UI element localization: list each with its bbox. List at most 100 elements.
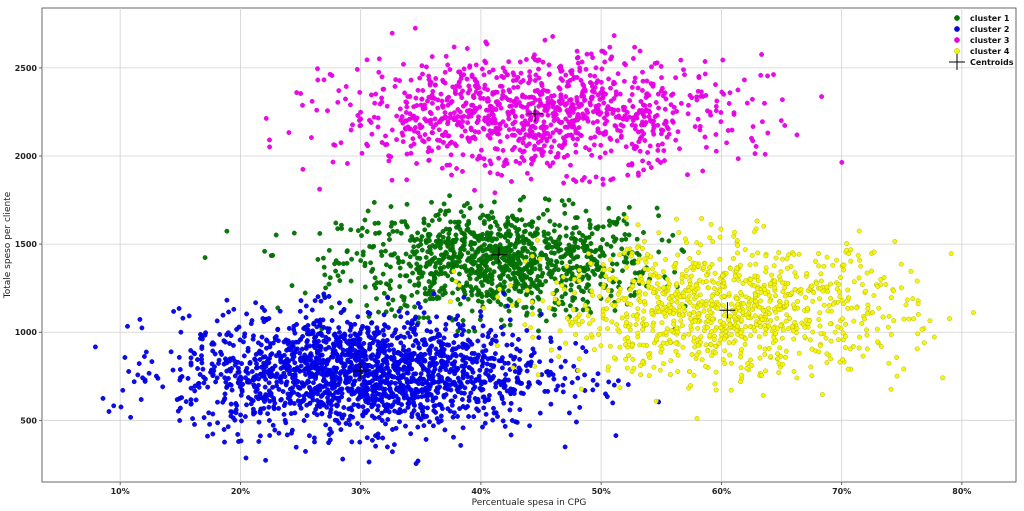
data-point (588, 51, 594, 57)
data-point (392, 408, 398, 414)
data-point (688, 383, 694, 389)
data-point (433, 76, 439, 81)
data-point (530, 134, 536, 140)
data-point (758, 72, 764, 78)
data-point (617, 252, 623, 258)
data-point (488, 327, 494, 333)
data-point (526, 380, 532, 386)
data-point (660, 127, 666, 133)
data-point (569, 68, 575, 74)
data-point (548, 358, 554, 364)
data-point (210, 411, 216, 417)
data-point (811, 290, 817, 296)
data-point (735, 243, 740, 248)
data-point (604, 241, 610, 247)
data-point (405, 320, 411, 326)
data-point (422, 286, 428, 291)
data-point (620, 123, 626, 129)
data-point (177, 418, 183, 423)
data-point (734, 296, 740, 302)
data-point (352, 321, 358, 327)
data-point (726, 291, 732, 297)
data-point (311, 320, 317, 326)
data-point (848, 247, 854, 253)
data-point (306, 379, 312, 385)
data-point (271, 404, 277, 410)
data-point (421, 315, 427, 321)
data-point (624, 260, 630, 265)
data-point (478, 291, 484, 297)
data-point (656, 249, 662, 255)
data-point (415, 340, 421, 346)
data-point (195, 366, 201, 371)
data-point (517, 59, 523, 65)
data-point (428, 251, 434, 256)
data-point (256, 350, 261, 356)
data-point (430, 373, 436, 379)
data-point (705, 318, 711, 324)
data-point (455, 389, 461, 395)
data-point (541, 143, 547, 149)
data-point (199, 346, 205, 351)
data-point (824, 351, 830, 357)
data-point (126, 369, 132, 374)
data-point (713, 387, 719, 393)
data-point (274, 379, 280, 385)
data-point (460, 404, 466, 409)
data-point (283, 382, 289, 388)
data-point (409, 234, 415, 239)
data-point (330, 341, 336, 347)
data-point (698, 89, 704, 95)
data-point (530, 334, 536, 340)
data-point (526, 141, 532, 147)
data-point (257, 357, 263, 362)
data-point (515, 265, 521, 271)
data-point (318, 298, 324, 304)
data-point (655, 122, 661, 128)
data-point (445, 62, 451, 68)
data-point (559, 198, 565, 204)
data-point (566, 119, 572, 125)
data-point (328, 398, 334, 404)
data-point (467, 356, 473, 362)
data-point (515, 271, 521, 277)
data-point (290, 343, 295, 348)
data-point (221, 427, 227, 432)
data-point (551, 93, 557, 99)
data-point (634, 115, 640, 121)
data-point (703, 302, 709, 308)
data-point (718, 110, 724, 115)
data-point (321, 77, 327, 83)
data-point (511, 251, 517, 257)
data-point (644, 91, 650, 97)
data-point (505, 109, 511, 115)
data-point (765, 73, 771, 79)
data-point (369, 131, 375, 137)
data-point (823, 335, 829, 341)
data-point (515, 84, 521, 90)
data-point (391, 358, 397, 364)
data-point (315, 384, 321, 390)
data-point (383, 281, 389, 287)
data-point (619, 246, 625, 252)
data-point (560, 389, 566, 395)
data-point (664, 124, 670, 130)
data-point (442, 427, 448, 433)
data-point (431, 291, 437, 297)
data-point (292, 330, 298, 336)
data-point (379, 74, 385, 80)
data-point (500, 418, 506, 424)
data-point (353, 388, 359, 394)
data-point (819, 94, 825, 100)
data-point (640, 110, 646, 116)
data-point (487, 299, 493, 305)
data-point (461, 328, 467, 333)
data-point (404, 273, 410, 279)
data-point (423, 240, 429, 246)
data-point (504, 72, 510, 78)
data-point (135, 372, 141, 378)
data-point (459, 383, 465, 389)
data-point (576, 356, 582, 362)
data-point (688, 273, 694, 279)
data-point (333, 258, 339, 264)
